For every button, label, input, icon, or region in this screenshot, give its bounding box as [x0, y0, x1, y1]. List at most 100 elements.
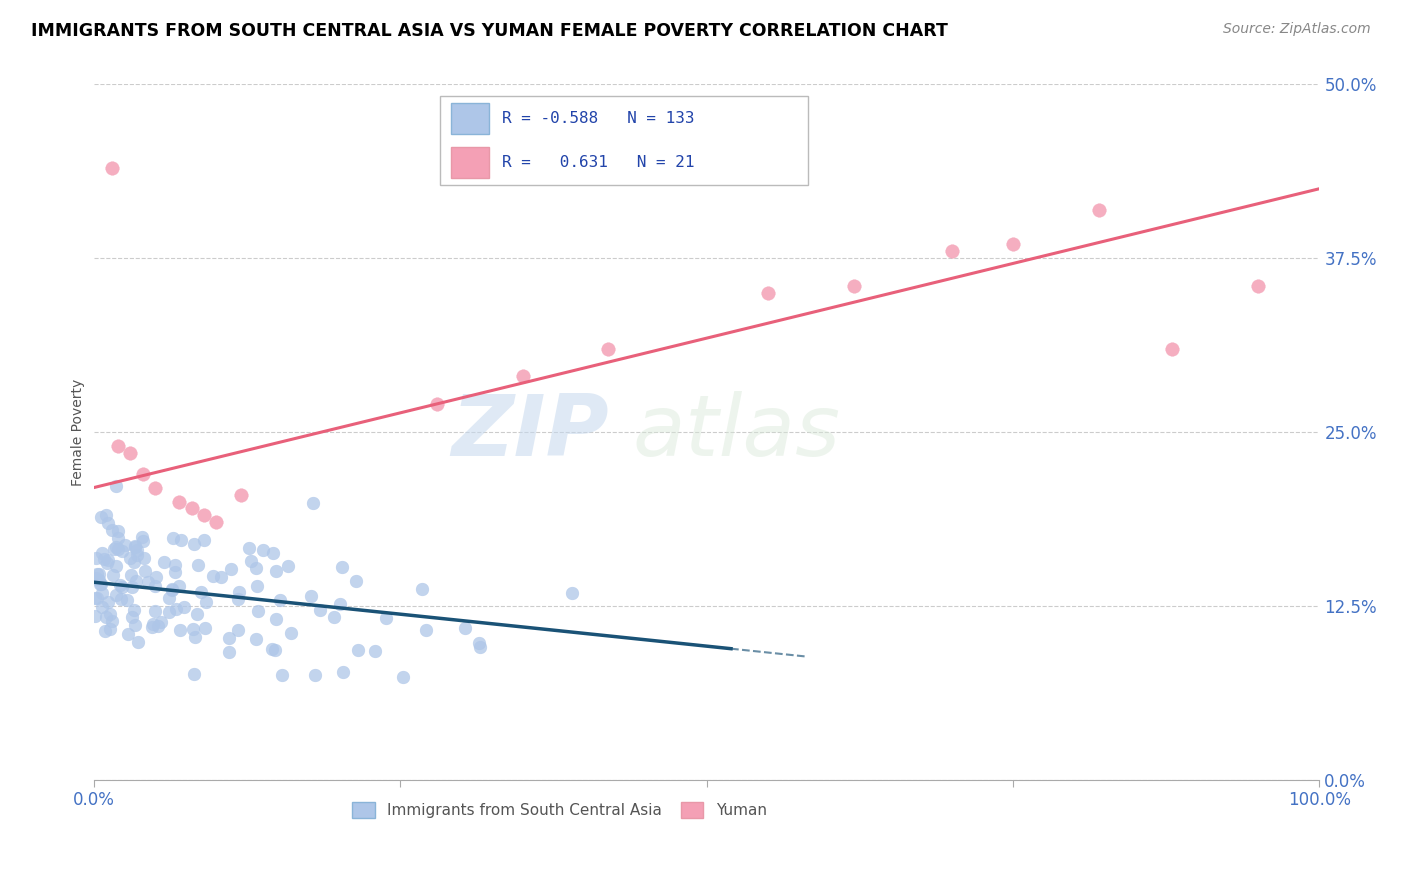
Point	[101, 523, 124, 537]
Point	[411, 582, 433, 597]
Point	[86, 591, 108, 605]
Point	[169, 623, 191, 637]
Point	[193, 508, 215, 523]
Point	[238, 541, 260, 555]
Point	[107, 439, 129, 453]
Point	[512, 369, 534, 384]
Point	[90, 577, 112, 591]
Point	[392, 670, 415, 684]
Point	[264, 612, 287, 626]
Point	[165, 558, 187, 572]
Point	[131, 530, 153, 544]
Point	[90, 509, 112, 524]
Text: ZIP: ZIP	[451, 391, 609, 474]
Point	[108, 578, 131, 592]
Point	[105, 540, 128, 554]
Y-axis label: Female Poverty: Female Poverty	[72, 378, 86, 485]
Text: IMMIGRANTS FROM SOUTH CENTRAL ASIA VS YUMAN FEMALE POVERTY CORRELATION CHART: IMMIGRANTS FROM SOUTH CENTRAL ASIA VS YU…	[31, 22, 948, 40]
Point	[110, 591, 132, 606]
Point	[302, 496, 325, 510]
Point	[598, 342, 620, 356]
Text: R = -0.588   N = 133: R = -0.588 N = 133	[502, 112, 695, 127]
Point	[186, 607, 208, 622]
Point	[426, 397, 449, 411]
FancyBboxPatch shape	[451, 147, 489, 178]
Point	[190, 585, 212, 599]
Point	[107, 541, 129, 556]
Point	[332, 665, 354, 679]
Point	[181, 622, 204, 636]
Point	[262, 641, 284, 656]
Point	[240, 554, 263, 568]
Point	[121, 580, 143, 594]
Point	[941, 244, 963, 259]
Point	[124, 617, 146, 632]
Point	[344, 574, 367, 588]
Point	[1001, 237, 1024, 252]
Point	[842, 279, 865, 293]
Point	[323, 610, 346, 624]
Point	[127, 635, 149, 649]
Point	[132, 551, 155, 566]
Point	[131, 467, 153, 481]
Point	[280, 625, 302, 640]
Point	[157, 605, 180, 619]
Point	[96, 556, 118, 570]
Point	[97, 553, 120, 567]
Point	[194, 621, 217, 635]
Point	[364, 644, 387, 658]
Point	[229, 487, 252, 501]
Point	[468, 640, 491, 655]
Point	[87, 573, 110, 587]
Point	[149, 615, 172, 629]
Point	[98, 607, 121, 621]
Point	[202, 568, 225, 582]
Point	[84, 572, 107, 586]
Point	[89, 576, 111, 591]
Point	[143, 481, 166, 495]
Point	[117, 627, 139, 641]
Point	[141, 620, 163, 634]
Point	[170, 533, 193, 547]
Point	[221, 562, 243, 576]
Point	[83, 609, 105, 624]
Point	[247, 604, 270, 618]
FancyBboxPatch shape	[451, 103, 489, 134]
Point	[134, 564, 156, 578]
Point	[86, 551, 108, 566]
Point	[83, 591, 105, 606]
Point	[91, 599, 114, 614]
Point	[264, 564, 287, 578]
Point	[107, 524, 129, 538]
Point	[1088, 202, 1111, 217]
Point	[93, 552, 115, 566]
Text: R =   0.631   N = 21: R = 0.631 N = 21	[502, 154, 695, 169]
Point	[124, 539, 146, 553]
Text: atlas: atlas	[633, 391, 841, 474]
Point	[184, 630, 207, 644]
Point	[125, 542, 148, 557]
Point	[187, 558, 209, 573]
Point	[205, 516, 228, 530]
Point	[125, 574, 148, 588]
Point	[183, 666, 205, 681]
Point	[561, 585, 583, 599]
Point	[173, 599, 195, 614]
Point	[120, 446, 142, 460]
Point	[262, 546, 284, 560]
Point	[98, 622, 121, 636]
Point	[252, 542, 274, 557]
Point	[122, 555, 145, 569]
Legend: Immigrants from South Central Asia, Yuman: Immigrants from South Central Asia, Yuma…	[346, 796, 773, 824]
Point	[105, 479, 128, 493]
Point	[169, 494, 191, 508]
Point	[218, 645, 240, 659]
Point	[87, 567, 110, 582]
Point	[183, 537, 205, 551]
Point	[162, 531, 184, 545]
Point	[347, 642, 370, 657]
Point	[226, 591, 249, 606]
Point	[91, 546, 114, 560]
Point	[136, 575, 159, 590]
Point	[415, 624, 437, 638]
